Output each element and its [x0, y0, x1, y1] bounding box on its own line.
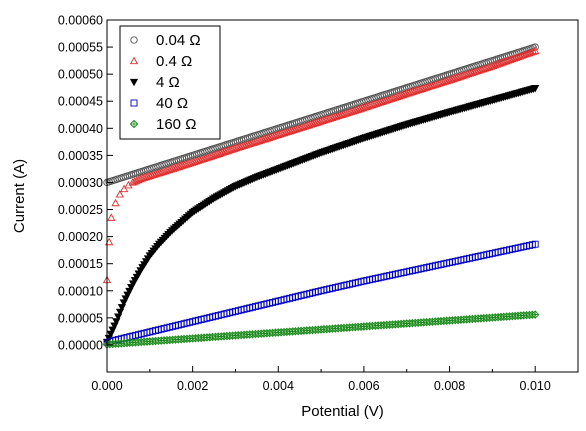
legend-item: 0.04 Ω — [130, 32, 201, 49]
data-point — [531, 85, 540, 93]
legend-marker — [129, 78, 139, 87]
data-point — [531, 46, 540, 55]
legend-item: 40 Ω — [130, 95, 188, 112]
data-point — [115, 190, 125, 198]
y-tick-label: 0.00040 — [58, 122, 103, 136]
legend-item: 4 Ω — [129, 74, 180, 91]
legend-label: 40 Ω — [156, 95, 188, 112]
legend-item: 0.4 Ω — [129, 53, 192, 70]
x-tick-label: 0.002 — [177, 379, 208, 393]
y-tick-label: 0.00035 — [58, 149, 103, 163]
data-point — [119, 184, 129, 193]
legend-label: 0.4 Ω — [156, 53, 192, 70]
data-point — [107, 213, 116, 221]
legend-marker — [129, 56, 139, 65]
x-tick-label: 0.010 — [520, 379, 551, 393]
legend-marker — [129, 119, 139, 129]
y-tick-label: 0.00025 — [58, 203, 103, 217]
data-point — [111, 198, 120, 207]
x-tick-label: 0.008 — [434, 379, 465, 393]
y-tick-label: 0.00005 — [58, 311, 103, 325]
series-1 — [102, 46, 540, 284]
series-4 — [102, 310, 540, 349]
legend-label: 0.04 Ω — [156, 32, 201, 49]
y-tick-label: 0.00060 — [58, 14, 103, 28]
legend-items: 0.04 Ω 0.4 Ω 4 Ω 40 Ω 160 Ω — [129, 32, 201, 133]
plot-frame — [106, 19, 579, 373]
legend-marker — [130, 36, 138, 44]
data-point — [529, 47, 538, 55]
data-point — [530, 310, 540, 319]
y-tick-label: 0.00020 — [58, 230, 103, 244]
y-tick-label: 0.00045 — [58, 95, 103, 109]
y-tick-label: 0.00030 — [58, 176, 103, 190]
legend-box — [119, 25, 221, 140]
y-tick-label: 0.00050 — [58, 68, 103, 82]
x-tick-label: 0.006 — [348, 379, 379, 393]
x-axis-label: Potential (V) — [301, 403, 384, 420]
series-3 — [103, 240, 539, 346]
ticks-layer: 0.000 0.002 0.004 0.006 0.008 0.010 0.00000 0.0… — [58, 14, 551, 394]
y-axis-label: Current (A) — [11, 159, 28, 233]
markers-layer — [102, 43, 540, 349]
series-2 — [102, 85, 540, 347]
legend: 0.04 Ω 0.4 Ω 4 Ω 40 Ω 160 Ω — [119, 25, 221, 140]
legend-label: 160 Ω — [156, 116, 196, 133]
y-tick-label: 0.00010 — [58, 284, 103, 298]
y-tick-label: 0.00055 — [58, 41, 103, 55]
x-tick-label: 0.004 — [263, 379, 294, 393]
y-tick-label: 0.00000 — [58, 338, 103, 352]
data-point — [531, 240, 539, 248]
legend-item: 160 Ω — [129, 116, 196, 133]
legend-label: 4 Ω — [156, 74, 180, 91]
legend-marker — [130, 99, 138, 107]
x-tick-label: 0.000 — [91, 379, 122, 393]
y-tick-label: 0.00015 — [58, 257, 103, 271]
data-point — [531, 43, 539, 51]
